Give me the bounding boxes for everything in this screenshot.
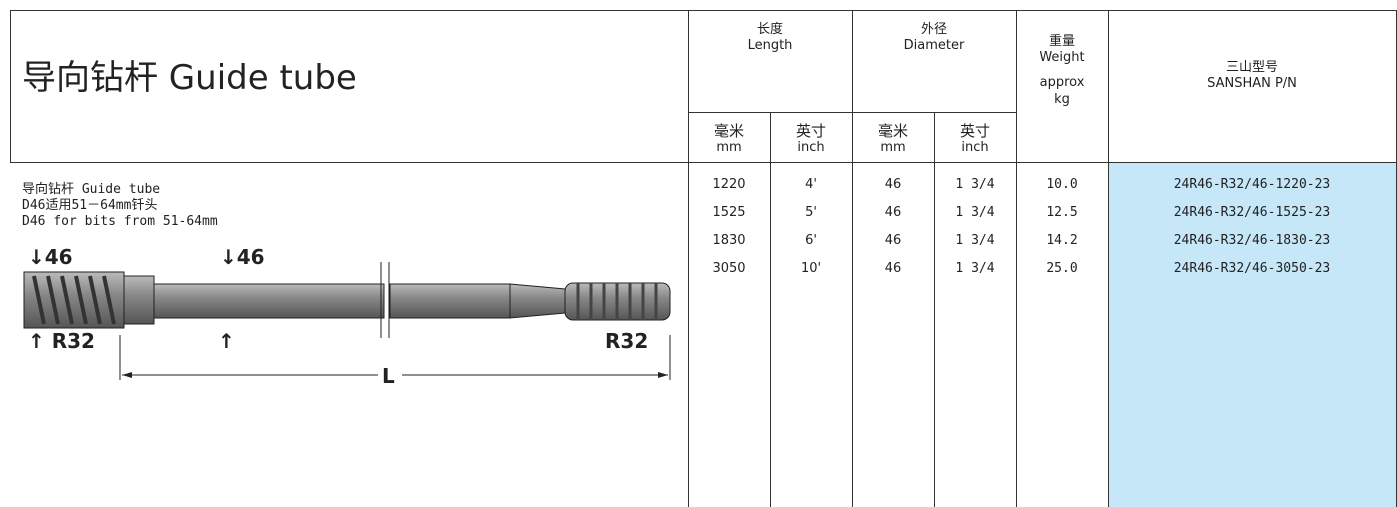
cell: 24R46-R32/46-3050-23 bbox=[1173, 261, 1331, 276]
cell: 5' bbox=[805, 205, 817, 220]
cell: 10.0 bbox=[1046, 177, 1078, 192]
rule bbox=[10, 162, 1397, 163]
cell: 25.0 bbox=[1046, 261, 1078, 276]
header-zh: 长度 bbox=[756, 22, 783, 37]
cell: 6' bbox=[805, 233, 817, 248]
cell: 12.5 bbox=[1046, 205, 1078, 220]
cell: 1830 bbox=[712, 233, 746, 248]
rule bbox=[10, 10, 11, 162]
cell: 1220 bbox=[712, 177, 746, 192]
unit-zh: 英寸 bbox=[959, 122, 990, 140]
cell: 46 bbox=[884, 261, 902, 276]
header-en: Diameter bbox=[903, 38, 965, 53]
cell: 1525 bbox=[712, 205, 746, 220]
header-en: SANSHAN P/N bbox=[1207, 76, 1297, 91]
header-en: Length bbox=[747, 38, 793, 53]
header-zh: 外径 bbox=[920, 22, 947, 37]
rule bbox=[688, 112, 1016, 113]
diagram-label: ↑ R32 bbox=[28, 329, 95, 353]
rule bbox=[770, 112, 771, 507]
unit-zh: 英寸 bbox=[795, 122, 826, 140]
diagram-label: L bbox=[382, 364, 395, 388]
cell: 46 bbox=[884, 233, 902, 248]
unit-zh: 毫米 bbox=[713, 122, 744, 140]
description: 导向钻杆 Guide tube bbox=[22, 182, 161, 197]
cell: 3050 bbox=[712, 261, 746, 276]
unit-zh: 毫米 bbox=[877, 122, 908, 140]
rule bbox=[1108, 10, 1109, 507]
cell: 1 3/4 bbox=[955, 233, 995, 248]
rule bbox=[852, 10, 853, 507]
unit-en: inch bbox=[961, 140, 989, 155]
rule bbox=[10, 10, 1397, 11]
unit-en: inch bbox=[797, 140, 825, 155]
header-zh: 三山型号 bbox=[1225, 60, 1278, 75]
description: D46适用51－64mm钎头 bbox=[22, 198, 158, 213]
cell: 4' bbox=[805, 177, 817, 192]
description: D46 for bits from 51-64mm bbox=[22, 214, 218, 229]
cell: 46 bbox=[884, 205, 902, 220]
rule bbox=[688, 10, 689, 507]
cell: 1 3/4 bbox=[955, 205, 995, 220]
diagram bbox=[23, 262, 671, 380]
unit-en: mm bbox=[716, 140, 742, 155]
diagram-label: ↑ bbox=[218, 329, 235, 353]
cell: 46 bbox=[884, 177, 902, 192]
header-en: approx bbox=[1039, 75, 1085, 90]
title: 导向钻杆 Guide tube bbox=[22, 58, 357, 98]
unit-en: mm bbox=[880, 140, 906, 155]
cell: 14.2 bbox=[1046, 233, 1078, 248]
diagram-label: ↓46 bbox=[220, 245, 265, 269]
header-en: Weight bbox=[1039, 50, 1085, 65]
diagram-label: ↓46 bbox=[28, 245, 73, 269]
header-en: kg bbox=[1054, 92, 1070, 107]
rule bbox=[1016, 10, 1017, 507]
diagram-label: R32 bbox=[605, 329, 649, 353]
cell: 1 3/4 bbox=[955, 261, 995, 276]
cell: 10' bbox=[800, 261, 822, 276]
cell: 1 3/4 bbox=[955, 177, 995, 192]
cell: 24R46-R32/46-1220-23 bbox=[1173, 177, 1331, 192]
header-zh: 重量 bbox=[1048, 34, 1075, 49]
pn-background bbox=[1108, 162, 1397, 507]
cell: 24R46-R32/46-1830-23 bbox=[1173, 233, 1331, 248]
rule bbox=[934, 112, 935, 507]
cell: 24R46-R32/46-1525-23 bbox=[1173, 205, 1331, 220]
